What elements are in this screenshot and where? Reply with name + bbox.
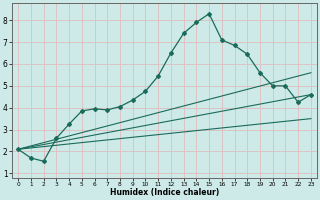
X-axis label: Humidex (Indice chaleur): Humidex (Indice chaleur) (110, 188, 219, 197)
